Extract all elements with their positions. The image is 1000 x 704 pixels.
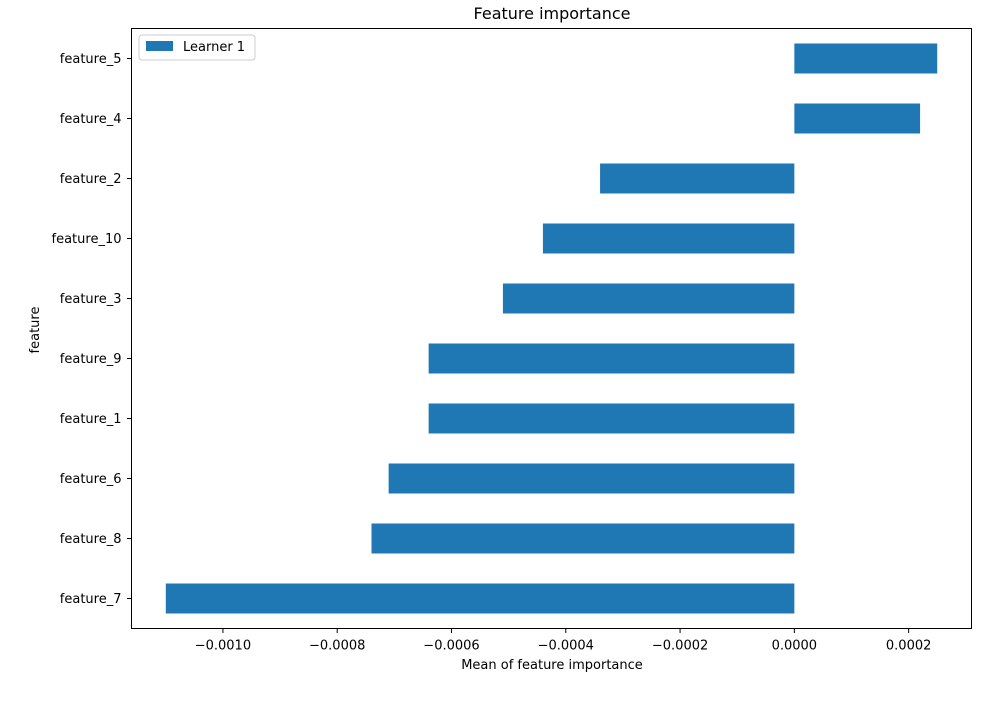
y-axis-ticks: feature_5 feature_4 feature_2 feature_10fea… [52,52,132,607]
x-tick-label: −0.0008 [309,639,365,654]
bar-feature-4 [794,103,921,134]
legend-swatch [146,41,173,51]
bar-feature-2 [600,163,795,194]
y-tick-label: feature_7 [60,592,122,607]
x-axis-ticks: −0.0010 −0.0008 −0.0006 −0.0004 −0.0002 0.000… [195,628,932,654]
x-tick-label: −0.0010 [195,639,251,654]
bar-feature-1 [428,403,795,434]
bar-feature-10 [542,223,795,254]
bar-feature-5 [794,43,938,74]
x-tick-label: −0.0002 [652,639,708,654]
x-tick-label: 0.0002 [886,639,932,654]
y-tick-label: feature_3 [60,292,122,307]
chart-title: Feature importance [474,4,631,23]
bar-feature-8 [371,523,795,554]
y-tick-label: feature_8 [60,532,122,547]
x-axis-label: Mean of feature importance [461,658,643,673]
y-tick-label: feature_10 [52,232,122,247]
y-tick-label: feature_1 [60,412,122,427]
y-tick-label: feature_2 [60,172,122,187]
y-tick-label: feature_4 [60,112,122,127]
bar-feature-7 [165,583,795,614]
x-tick-label: −0.0004 [538,639,594,654]
x-tick-label: 0.0000 [772,639,818,654]
plot-area-frame [131,28,972,629]
y-tick-label: feature_5 [60,52,122,67]
bar-feature-9 [428,343,795,374]
x-tick-label: −0.0006 [423,639,479,654]
bar-feature-3 [502,283,795,314]
y-tick-label: feature_6 [60,472,122,487]
bars-layer [165,43,938,614]
y-axis-label: feature [28,307,43,354]
y-tick-label: feature_9 [60,352,122,367]
bar-feature-6 [388,463,795,494]
legend-label: Learner 1 [183,40,245,55]
legend: Learner 1 [138,34,256,61]
